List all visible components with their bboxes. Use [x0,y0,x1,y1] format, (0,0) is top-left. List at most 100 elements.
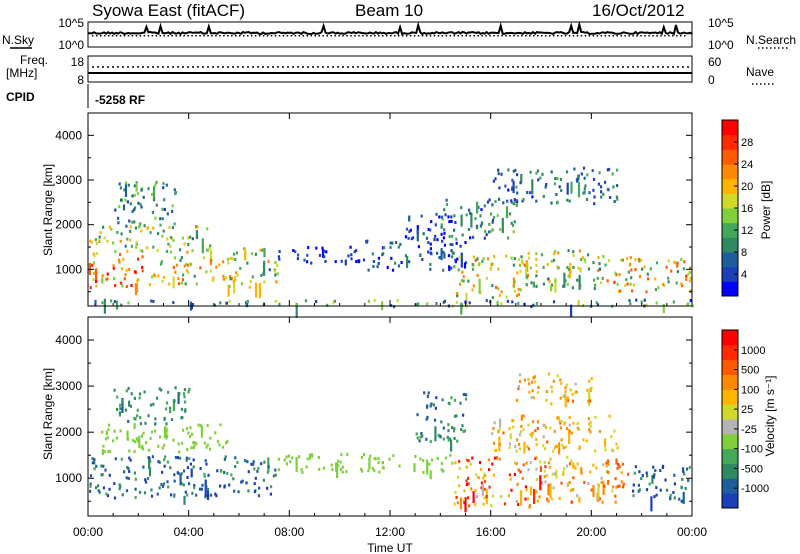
data-cell [172,438,175,442]
colorbar-swatch [722,330,738,346]
noise-search-dot [310,35,313,37]
noise-search-dot [270,35,273,37]
data-cell [508,442,512,446]
data-cell [193,441,196,445]
data-cell [688,279,692,283]
data-cell [602,463,605,467]
nave-right-tick-bottom: 0 [708,73,715,87]
data-cell [566,484,569,487]
data-cell [371,252,374,256]
noise-search-dot [330,35,332,37]
noise-search-dot [393,35,396,37]
data-cell [588,191,591,195]
data-cell [536,169,540,173]
data-cell [560,189,563,192]
data-cell [604,263,607,267]
data-cell [266,470,269,474]
noise-search-dot [425,35,428,37]
data-cell [453,398,457,402]
data-cell [498,186,501,190]
data-cell [278,257,281,261]
data-cell [274,273,277,277]
data-cell [516,482,519,486]
data-cell [571,286,574,290]
data-cell [412,236,415,240]
power-colorbar-label: Power [dB] [759,181,773,240]
data-cell [494,177,497,181]
data-cell [560,381,563,385]
data-cell [119,429,122,433]
data-cell [100,473,103,477]
noise-search-dot [235,35,237,37]
data-cell [552,379,555,383]
noise-search-dot [147,35,150,37]
data-cell [462,498,465,502]
data-cell [441,239,444,243]
noise-search-dot [612,35,615,37]
data-cell [672,300,675,304]
data-cell [335,462,338,472]
data-cell [441,217,444,221]
noise-search-dot [477,35,479,37]
cpid-label: CPID [6,90,35,104]
data-cell [250,462,253,466]
data-cell [133,417,136,421]
data-cell [641,267,644,271]
data-cell [569,270,572,274]
data-cell [567,399,570,403]
noise-search-dot [386,35,388,37]
data-cell [445,198,448,202]
noise-search-dot [318,35,320,37]
data-cell [552,449,555,453]
data-cell [592,188,595,192]
data-cell [480,481,483,485]
data-cell [180,407,184,411]
data-cell [562,473,565,476]
data-cell [153,198,156,201]
data-cell [453,265,456,269]
data-cell [128,219,131,223]
data-cell [474,258,477,262]
data-cell [120,399,124,403]
data-cell [607,259,611,263]
data-cell [456,501,459,505]
data-cell [605,464,608,468]
data-cell [680,282,683,286]
noise-search-dot [374,35,376,37]
data-cell [247,489,250,493]
data-cell [125,268,128,272]
noise-search-dot [103,35,106,37]
data-cell [91,457,94,460]
data-cell [563,421,566,425]
data-cell [513,289,516,293]
data-cell [253,482,256,486]
data-cell [525,262,528,278]
data-cell [529,461,532,465]
noise-search-dot [250,35,253,37]
data-cell [620,471,623,475]
data-cell [500,172,503,176]
data-cell [141,269,144,273]
noise-search-dot [624,35,626,37]
data-cell [471,288,474,292]
data-cell [262,478,265,482]
data-cell [263,248,266,258]
data-cell [443,228,446,232]
data-cell [112,266,115,270]
data-cell [189,462,192,466]
data-cell [191,491,194,495]
data-cell [415,303,418,307]
data-cell [502,431,505,435]
data-cell [550,402,553,406]
data-cell [523,263,526,267]
data-cell [156,492,159,496]
data-cell [152,186,156,202]
noise-search-dot [115,35,118,37]
data-cell [629,256,632,260]
data-cell [529,266,532,270]
data-cell [522,197,525,201]
data-cell [133,206,137,210]
data-cell [172,239,175,242]
data-cell [392,454,395,458]
data-cell [561,443,564,447]
